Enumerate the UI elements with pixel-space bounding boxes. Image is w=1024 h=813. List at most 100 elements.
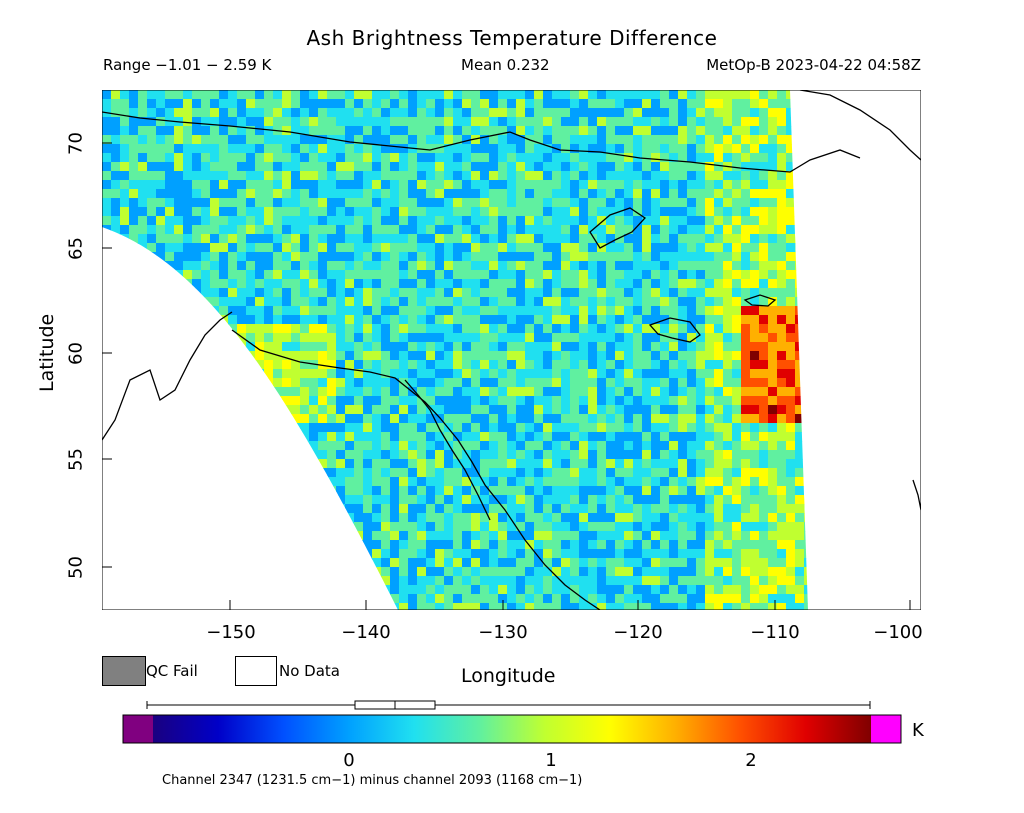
swath-pixel	[345, 351, 355, 361]
swath-pixel	[291, 594, 301, 604]
swath-pixel	[390, 549, 400, 559]
swath-pixel	[210, 540, 220, 550]
swath-pixel	[129, 144, 139, 154]
swath-pixel	[498, 153, 508, 163]
swath-pixel	[318, 279, 328, 289]
swath-pixel	[273, 207, 283, 217]
swath-pixel	[129, 162, 139, 172]
swath-pixel	[210, 558, 220, 568]
swath-pixel	[399, 108, 409, 118]
swath-pixel	[255, 531, 265, 541]
swath-pixel	[741, 594, 751, 604]
swath-pixel	[543, 549, 553, 559]
swath-pixel	[795, 477, 805, 487]
swath-pixel	[219, 405, 229, 415]
swath-pixel	[750, 297, 760, 307]
swath-pixel	[435, 360, 445, 370]
swath-pixel	[642, 180, 652, 190]
swath-pixel	[435, 90, 445, 100]
swath-pixel	[561, 522, 571, 532]
swath-pixel	[804, 306, 808, 316]
swath-pixel	[111, 459, 121, 469]
swath-pixel	[453, 540, 463, 550]
swath-pixel	[201, 423, 211, 433]
swath-pixel	[633, 486, 643, 496]
swath-pixel	[705, 234, 715, 244]
swath-pixel	[723, 126, 733, 136]
swath-pixel	[597, 234, 607, 244]
swath-pixel	[219, 585, 229, 595]
swath-pixel	[336, 360, 346, 370]
swath-pixel	[786, 126, 796, 136]
swath-pixel	[624, 459, 634, 469]
swath-pixel	[732, 189, 742, 199]
swath-pixel	[678, 495, 688, 505]
swath-pixel	[111, 585, 121, 595]
swath-pixel	[489, 378, 499, 388]
swath-pixel	[183, 522, 193, 532]
swath-pixel	[606, 576, 616, 586]
swath-pixel	[570, 549, 580, 559]
swath-pixel	[525, 270, 535, 280]
swath-pixel	[804, 117, 808, 127]
swath-pixel	[579, 423, 589, 433]
swath-pixel	[651, 378, 661, 388]
swath-pixel	[687, 189, 697, 199]
swath-pixel	[228, 243, 238, 253]
swath-pixel	[705, 117, 715, 127]
swath-pixel	[408, 126, 418, 136]
swath-pixel	[660, 135, 670, 145]
swath-pixel	[660, 594, 670, 604]
swath-pixel	[480, 576, 490, 586]
swath-pixel	[570, 387, 580, 397]
swath-pixel	[210, 468, 220, 478]
swath-pixel	[462, 306, 472, 316]
swath-pixel	[642, 324, 652, 334]
swath-pixel	[300, 477, 310, 487]
swath-pixel	[687, 594, 697, 604]
swath-pixel	[651, 252, 661, 262]
swath-pixel	[660, 270, 670, 280]
swath-pixel	[597, 162, 607, 172]
swath-pixel	[228, 261, 238, 271]
swath-pixel	[804, 369, 808, 379]
swath-pixel	[678, 450, 688, 460]
swath-pixel	[273, 369, 283, 379]
swath-pixel	[597, 540, 607, 550]
swath-pixel	[624, 180, 634, 190]
swath-pixel	[759, 234, 769, 244]
swath-pixel	[768, 306, 778, 316]
swath-pixel	[525, 288, 535, 298]
swath-pixel	[768, 585, 778, 595]
swath-pixel	[498, 576, 508, 586]
swath-pixel	[750, 513, 760, 523]
swath-pixel	[741, 540, 751, 550]
swath-pixel	[120, 594, 130, 604]
swath-pixel	[723, 450, 733, 460]
swath-pixel	[615, 90, 625, 100]
swath-pixel	[237, 603, 247, 610]
swath-pixel	[120, 198, 130, 208]
swath-pixel	[219, 153, 229, 163]
swath-pixel	[516, 459, 526, 469]
swath-pixel	[777, 351, 787, 361]
swath-pixel	[417, 270, 427, 280]
swath-pixel	[309, 261, 319, 271]
swath-pixel	[651, 333, 661, 343]
swath-pixel	[327, 477, 337, 487]
swath-pixel	[570, 126, 580, 136]
swath-pixel	[192, 315, 202, 325]
swath-pixel	[111, 261, 121, 271]
swath-pixel	[336, 432, 346, 442]
swath-pixel	[678, 99, 688, 109]
swath-pixel	[543, 378, 553, 388]
swath-pixel	[120, 333, 130, 343]
swath-pixel	[687, 540, 697, 550]
swath-pixel	[156, 198, 166, 208]
swath-pixel	[282, 495, 292, 505]
swath-pixel	[471, 603, 481, 610]
swath-pixel	[687, 153, 697, 163]
swath-pixel	[741, 387, 751, 397]
swath-pixel	[498, 216, 508, 226]
swath-pixel	[642, 360, 652, 370]
